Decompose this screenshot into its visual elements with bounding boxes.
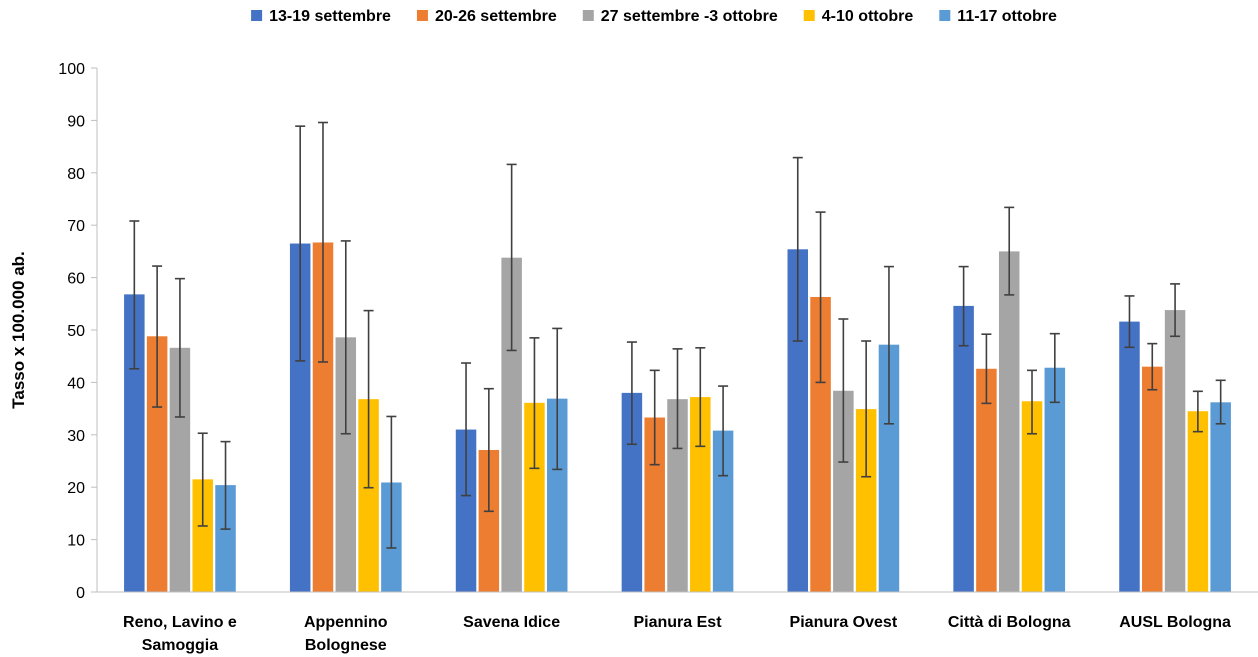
- legend-swatch: [939, 10, 951, 21]
- y-tick-label: 80: [67, 166, 85, 183]
- bar: [1021, 401, 1043, 592]
- bar: [1142, 366, 1163, 592]
- x-tick-label: Appennino Bolognese: [304, 614, 388, 654]
- bar: [953, 305, 974, 592]
- legend-item: 13-19 settembre: [251, 8, 391, 25]
- x-tick-label: Pianura Est: [633, 614, 722, 631]
- y-tick-label: 100: [58, 61, 85, 78]
- legend-label: 4-10 ottobre: [822, 8, 914, 25]
- legend-item: 27 settembre -3 ottobre: [582, 8, 778, 25]
- y-axis: 0 10 20 30 40 50 60 70 80 90 100: [58, 61, 98, 602]
- bar: [546, 398, 568, 592]
- x-tick-label: Pianura Ovest: [790, 614, 898, 631]
- bar: [455, 429, 477, 592]
- y-axis-label: Tasso x 100.000 ab.: [9, 251, 28, 409]
- bar: [833, 390, 854, 592]
- x-tick-label: Savena Idice: [463, 614, 560, 631]
- y-tick-label: 90: [67, 113, 85, 130]
- legend-label: 20-26 settembre: [435, 8, 557, 25]
- bar: [215, 485, 236, 592]
- bar: [810, 296, 831, 592]
- x-axis: Reno, Lavino e Samoggia Appennino Bolognese…: [97, 591, 1258, 654]
- legend-swatch: [251, 10, 263, 21]
- legend-item: 4-10 ottobre: [803, 8, 914, 25]
- bar: [621, 392, 643, 592]
- error-bars: [129, 121, 1226, 549]
- bar: [712, 430, 734, 592]
- bar: [312, 242, 334, 592]
- bar: [787, 249, 809, 592]
- bar: [976, 368, 997, 592]
- bar: [169, 347, 191, 592]
- legend: 13-19 settembre 20-26 settembre 27 settemb…: [251, 8, 1057, 25]
- y-tick-label: 70: [67, 218, 85, 235]
- bar: [1187, 411, 1209, 592]
- bar: [478, 449, 500, 592]
- bar: [1044, 367, 1066, 592]
- bar: [358, 399, 379, 592]
- bar: [146, 336, 168, 592]
- legend-label: 11-17 ottobre: [957, 8, 1057, 25]
- bar: [501, 257, 522, 592]
- bar: [998, 251, 1020, 592]
- y-tick-label: 0: [76, 585, 85, 602]
- bar: [855, 409, 877, 592]
- bar: [878, 344, 900, 592]
- legend-swatch: [416, 10, 428, 21]
- bar: [644, 417, 665, 592]
- bar: [524, 402, 545, 592]
- x-tick-label: AUSL Bologna: [1119, 614, 1231, 631]
- y-tick-label: 60: [67, 271, 85, 288]
- bars: [124, 242, 1231, 593]
- bar: [289, 243, 311, 593]
- bar: [1210, 402, 1231, 592]
- bar: [1164, 310, 1186, 592]
- y-tick-label: 50: [67, 323, 85, 340]
- legend-item: 20-26 settembre: [416, 8, 557, 25]
- y-tick-label: 30: [67, 428, 85, 445]
- bar: [667, 399, 688, 592]
- legend-swatch: [582, 10, 594, 21]
- x-tick-label: Città di Bologna: [948, 614, 1071, 631]
- legend-label: 13-19 settembre: [269, 8, 391, 25]
- bar: [192, 479, 213, 592]
- y-tick-label: 20: [67, 480, 85, 497]
- y-tick-label: 40: [67, 375, 85, 392]
- bar: [124, 294, 145, 592]
- y-tick-label: 10: [67, 533, 85, 550]
- bar: [335, 337, 357, 592]
- bar: [690, 397, 711, 592]
- x-tick-label: Reno, Lavino e Samoggia: [123, 614, 237, 654]
- legend-label: 27 settembre -3 ottobre: [601, 8, 778, 25]
- legend-item: 11-17 ottobre: [939, 8, 1057, 25]
- bar: [1119, 321, 1140, 592]
- legend-swatch: [803, 10, 815, 21]
